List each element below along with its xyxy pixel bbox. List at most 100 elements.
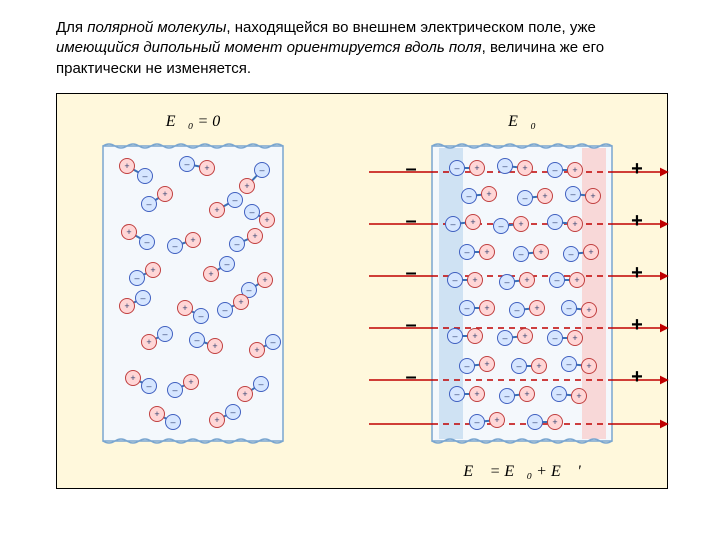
svg-text:+: + (572, 165, 577, 175)
svg-text:+: + (472, 275, 477, 285)
svg-text:+: + (572, 219, 577, 229)
svg-text:–: – (566, 359, 571, 369)
svg-text:–: – (554, 275, 559, 285)
svg-text:–: – (172, 385, 177, 395)
svg-text:+: + (494, 415, 499, 425)
svg-text:+: + (150, 265, 155, 275)
svg-text:+: + (486, 189, 491, 199)
svg-text:–: – (568, 249, 573, 259)
svg-text:–: – (464, 361, 469, 371)
svg-text:+: + (484, 247, 489, 257)
label-e0-zero: E⃗₀ = 0 (165, 113, 221, 130)
svg-text:+: + (542, 191, 547, 201)
svg-text:–: – (502, 333, 507, 343)
svg-text:+: + (124, 301, 129, 311)
svg-text:+: + (208, 269, 213, 279)
plate-minus-sign: – (405, 158, 416, 180)
plate-minus-sign: – (405, 366, 416, 388)
svg-text:+: + (244, 181, 249, 191)
svg-text:–: – (249, 207, 254, 217)
svg-text:+: + (254, 345, 259, 355)
svg-text:+: + (146, 337, 151, 347)
svg-text:–: – (232, 195, 237, 205)
svg-text:+: + (162, 189, 167, 199)
svg-text:–: – (452, 275, 457, 285)
svg-text:–: – (454, 163, 459, 173)
svg-text:–: – (144, 237, 149, 247)
svg-text:+: + (538, 247, 543, 257)
svg-text:+: + (534, 303, 539, 313)
svg-text:–: – (246, 285, 251, 295)
plate-minus-sign: – (405, 262, 416, 284)
svg-text:–: – (234, 239, 239, 249)
svg-text:–: – (140, 293, 145, 303)
svg-text:–: – (464, 303, 469, 313)
svg-text:–: – (466, 191, 471, 201)
svg-text:+: + (264, 215, 269, 225)
svg-text:–: – (146, 381, 151, 391)
svg-text:+: + (214, 415, 219, 425)
svg-text:–: – (518, 249, 523, 259)
svg-text:–: – (450, 219, 455, 229)
svg-text:+: + (204, 163, 209, 173)
svg-text:+: + (238, 297, 243, 307)
svg-text:–: – (259, 165, 264, 175)
svg-text:–: – (142, 171, 147, 181)
svg-text:+: + (182, 303, 187, 313)
svg-text:–: – (474, 417, 479, 427)
svg-text:+: + (552, 417, 557, 427)
svg-text:–: – (198, 311, 203, 321)
svg-text:–: – (184, 159, 189, 169)
svg-text:–: – (522, 193, 527, 203)
svg-text:+: + (124, 161, 129, 171)
svg-text:–: – (172, 241, 177, 251)
svg-text:+: + (522, 331, 527, 341)
svg-text:+: + (262, 275, 267, 285)
svg-text:–: – (464, 247, 469, 257)
plate-plus-sign: + (631, 262, 643, 284)
svg-text:+: + (252, 231, 257, 241)
plate-minus-sign: – (405, 314, 416, 336)
svg-text:+: + (586, 305, 591, 315)
svg-text:+: + (590, 191, 595, 201)
svg-text:+: + (474, 389, 479, 399)
svg-text:+: + (126, 227, 131, 237)
svg-text:+: + (524, 389, 529, 399)
svg-text:–: – (566, 303, 571, 313)
svg-text:–: – (452, 331, 457, 341)
svg-text:+: + (536, 361, 541, 371)
svg-text:–: – (570, 189, 575, 199)
svg-text:+: + (130, 373, 135, 383)
svg-text:–: – (504, 391, 509, 401)
svg-text:+: + (242, 389, 247, 399)
diagram-panel: –+–+–+–+–+E⃗₀ = 0E⃗₀E⃗ = E⃗₀ + E⃗ '+–+–+… (56, 93, 668, 489)
svg-text:+: + (574, 275, 579, 285)
plate-plus-sign: + (631, 158, 643, 180)
svg-text:+: + (474, 163, 479, 173)
svg-text:+: + (470, 217, 475, 227)
svg-text:+: + (524, 275, 529, 285)
svg-text:+: + (212, 341, 217, 351)
plate-plus-sign: + (631, 366, 643, 388)
svg-text:–: – (502, 161, 507, 171)
svg-text:+: + (484, 303, 489, 313)
svg-text:–: – (146, 199, 151, 209)
svg-text:–: – (532, 417, 537, 427)
svg-text:–: – (552, 165, 557, 175)
svg-text:+: + (518, 219, 523, 229)
svg-text:–: – (224, 259, 229, 269)
plate-minus-sign: – (405, 210, 416, 232)
svg-text:+: + (572, 333, 577, 343)
label-e-sum: E⃗ = E⃗₀ + E⃗ ' (462, 463, 581, 480)
svg-text:+: + (484, 359, 489, 369)
svg-text:+: + (154, 409, 159, 419)
svg-text:–: – (270, 337, 275, 347)
svg-text:+: + (190, 235, 195, 245)
svg-text:+: + (522, 163, 527, 173)
svg-text:+: + (576, 391, 581, 401)
plate-plus-sign: + (631, 210, 643, 232)
svg-text:–: – (162, 329, 167, 339)
caption-text: Для полярной молекулы, находящейся во вн… (56, 18, 670, 79)
svg-text:–: – (552, 333, 557, 343)
svg-text:+: + (588, 247, 593, 257)
